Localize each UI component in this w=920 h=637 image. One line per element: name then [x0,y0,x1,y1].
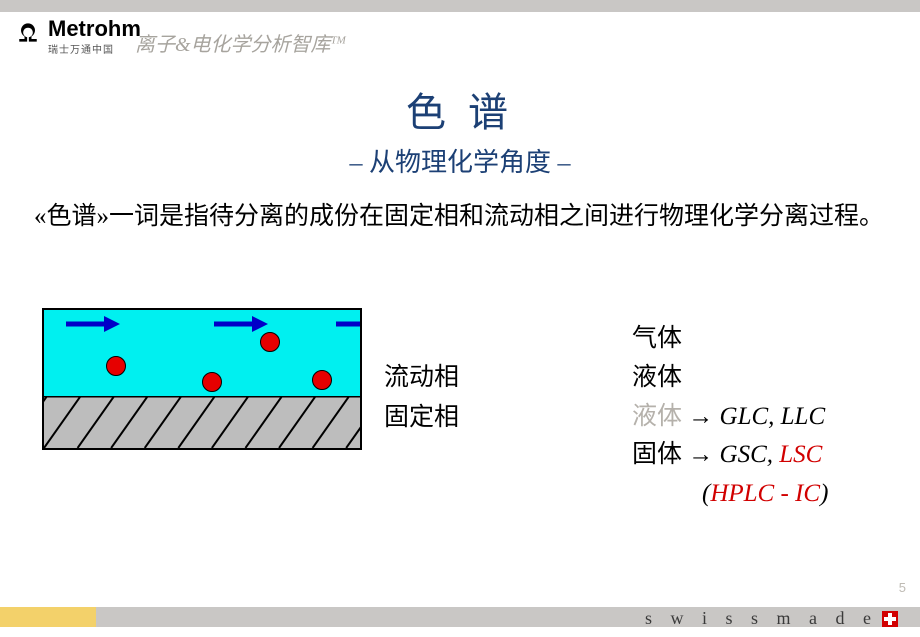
analyte-dot [260,332,280,352]
tagline-text: 离子&电化学分析智库 [135,34,331,56]
class-liquid: 液体 [632,359,828,398]
l5-close: ) [820,480,828,507]
top-bar [0,0,920,12]
swiss-made-text: s w i s s m a d e [645,608,878,629]
class-gas: 气体 [632,320,828,359]
title-sub: – 从物理化学角度 – [0,142,920,179]
l3-gray: 液体 [632,403,682,430]
l5-red: HPLC - IC [710,480,820,507]
analyte-dot [202,372,222,392]
analyte-dot [312,370,332,390]
hatch-pattern [44,396,360,448]
l4-a: 固体 [632,441,682,468]
tagline: 离子&电化学分析智库TM [135,28,346,57]
flow-arrow-icon [66,316,120,332]
class-line-4: 固体 → GSC, LSC [632,436,828,475]
title-main: 色 谱 [0,80,920,138]
flow-arrow-icon [336,316,360,332]
l4-c: LSC [779,441,822,468]
title-block: 色 谱 – 从物理化学角度 – [0,80,920,179]
class-line-3: 液体 → GLC, LLC [632,398,828,437]
bottom-accent [0,607,96,627]
stationary-phase-label: 固定相 [384,398,459,438]
brand-sub: 瑞士万通中国 [48,41,141,56]
l4-arrow: → [682,441,720,468]
body-paragraph: «色谱»一词是指待分离的成份在固定相和流动相之间进行物理化学分离过程。 [34,198,886,236]
tagline-tm: TM [331,34,346,46]
stationary-phase-region [44,396,360,448]
analyte-dot [106,356,126,376]
flow-arrow-icon [214,316,268,332]
brand-name: Metrohm [48,18,141,40]
mobile-phase-region [44,310,360,396]
l3-ital: GLC, LLC [720,403,826,430]
swiss-flag-icon [882,611,898,627]
phase-labels: 流动相 固定相 [384,358,459,438]
class-line-5: (HPLC - IC) [632,475,828,514]
l3-arrow: → [682,403,720,430]
chromatography-diagram [42,308,362,450]
classification-list: 气体 液体 液体 → GLC, LLC 固体 → GSC, LSC (HPLC … [632,320,828,514]
omega-icon [14,18,42,46]
l4-b: GSC, [720,441,780,468]
mobile-phase-label: 流动相 [384,358,459,398]
logo: Metrohm 瑞士万通中国 [14,18,141,56]
page-number: 5 [899,580,906,595]
swiss-made: s w i s s m a d e [645,608,898,629]
